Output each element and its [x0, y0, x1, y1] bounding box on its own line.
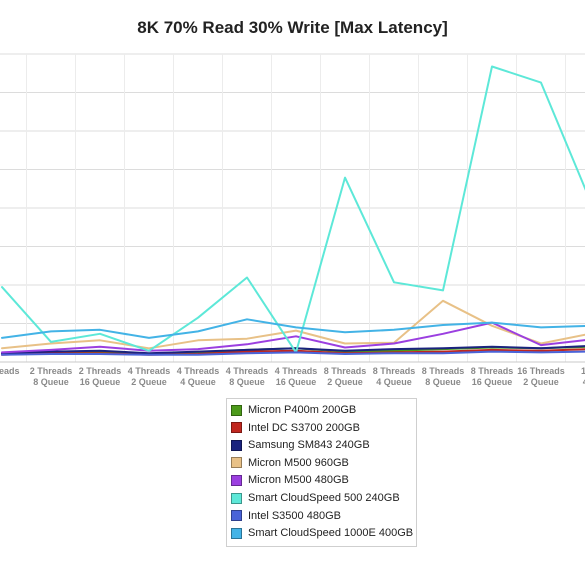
x-tick-label: Threads — [0, 366, 20, 376]
x-tick-label: 8 Threads 2 Queue — [324, 366, 367, 387]
legend-item[interactable]: Intel S3500 480GB — [231, 508, 341, 524]
legend: Micron P400m 200GB Intel DC S3700 200GB Sa… — [226, 398, 417, 547]
legend-item[interactable]: Smart CloudSpeed 500 240GB — [231, 490, 400, 506]
legend-item[interactable]: Intel DC S3700 200GB — [231, 420, 360, 436]
x-tick-label: 4 Threads 2 Queue — [128, 366, 171, 387]
legend-swatch — [231, 457, 242, 469]
x-tick-label: 4 Threads 4 Queue — [177, 366, 220, 387]
x-tick-label: 8 Threads 4 Queue — [373, 366, 416, 387]
legend-item[interactable]: Smart CloudSpeed 1000E 400GB — [231, 525, 413, 541]
x-tick-label: 2 Threads 8 Queue — [30, 366, 73, 387]
grid — [0, 53, 585, 363]
legend-label: Micron P400m 200GB — [248, 404, 357, 416]
legend-swatch — [231, 474, 242, 486]
legend-item[interactable]: Micron M500 960GB — [231, 455, 349, 471]
x-tick-label: 8 Threads 8 Queue — [422, 366, 465, 387]
legend-swatch — [231, 492, 242, 504]
series-line — [1, 350, 585, 356]
series-line — [1, 345, 585, 355]
legend-swatch — [231, 510, 242, 522]
series-line — [1, 65, 585, 354]
x-tick-label: 4 Threads 8 Queue — [226, 366, 269, 387]
legend-item[interactable]: Samsung SM843 240GB — [231, 437, 370, 453]
x-tick-label: 4 Threads 16 Queue — [275, 366, 318, 387]
legend-item[interactable]: Micron M500 480GB — [231, 472, 349, 488]
legend-label: Smart CloudSpeed 500 240GB — [248, 492, 400, 504]
x-tick-label: 8 Threads 16 Queue — [471, 366, 514, 387]
legend-label: Intel S3500 480GB — [248, 509, 341, 522]
legend-label: Micron M500 960GB — [248, 456, 349, 469]
legend-label: Smart CloudSpeed 1000E 400GB — [248, 527, 414, 540]
legend-item[interactable]: Micron P400m 200GB — [231, 402, 356, 418]
x-tick-label: 16 T4 Q — [581, 366, 585, 387]
chart-title: 8K 70% Read 30% Write [Max Latency] — [137, 18, 448, 37]
series-lines — [1, 65, 585, 356]
legend-swatch — [231, 404, 242, 416]
legend-label: Intel DC S3700 200GB — [248, 421, 360, 434]
legend-swatch — [231, 422, 242, 434]
legend-label: Samsung SM843 240GB — [248, 439, 370, 452]
series-line — [1, 299, 585, 350]
legend-swatch — [231, 439, 242, 451]
legend-label: Micron M500 480GB — [248, 474, 349, 487]
x-tick-label: 2 Threads 16 Queue — [79, 366, 122, 387]
x-tick-label: 16 Threads 2 Queue — [517, 366, 565, 387]
series-line — [1, 318, 585, 339]
legend-swatch — [231, 527, 242, 539]
